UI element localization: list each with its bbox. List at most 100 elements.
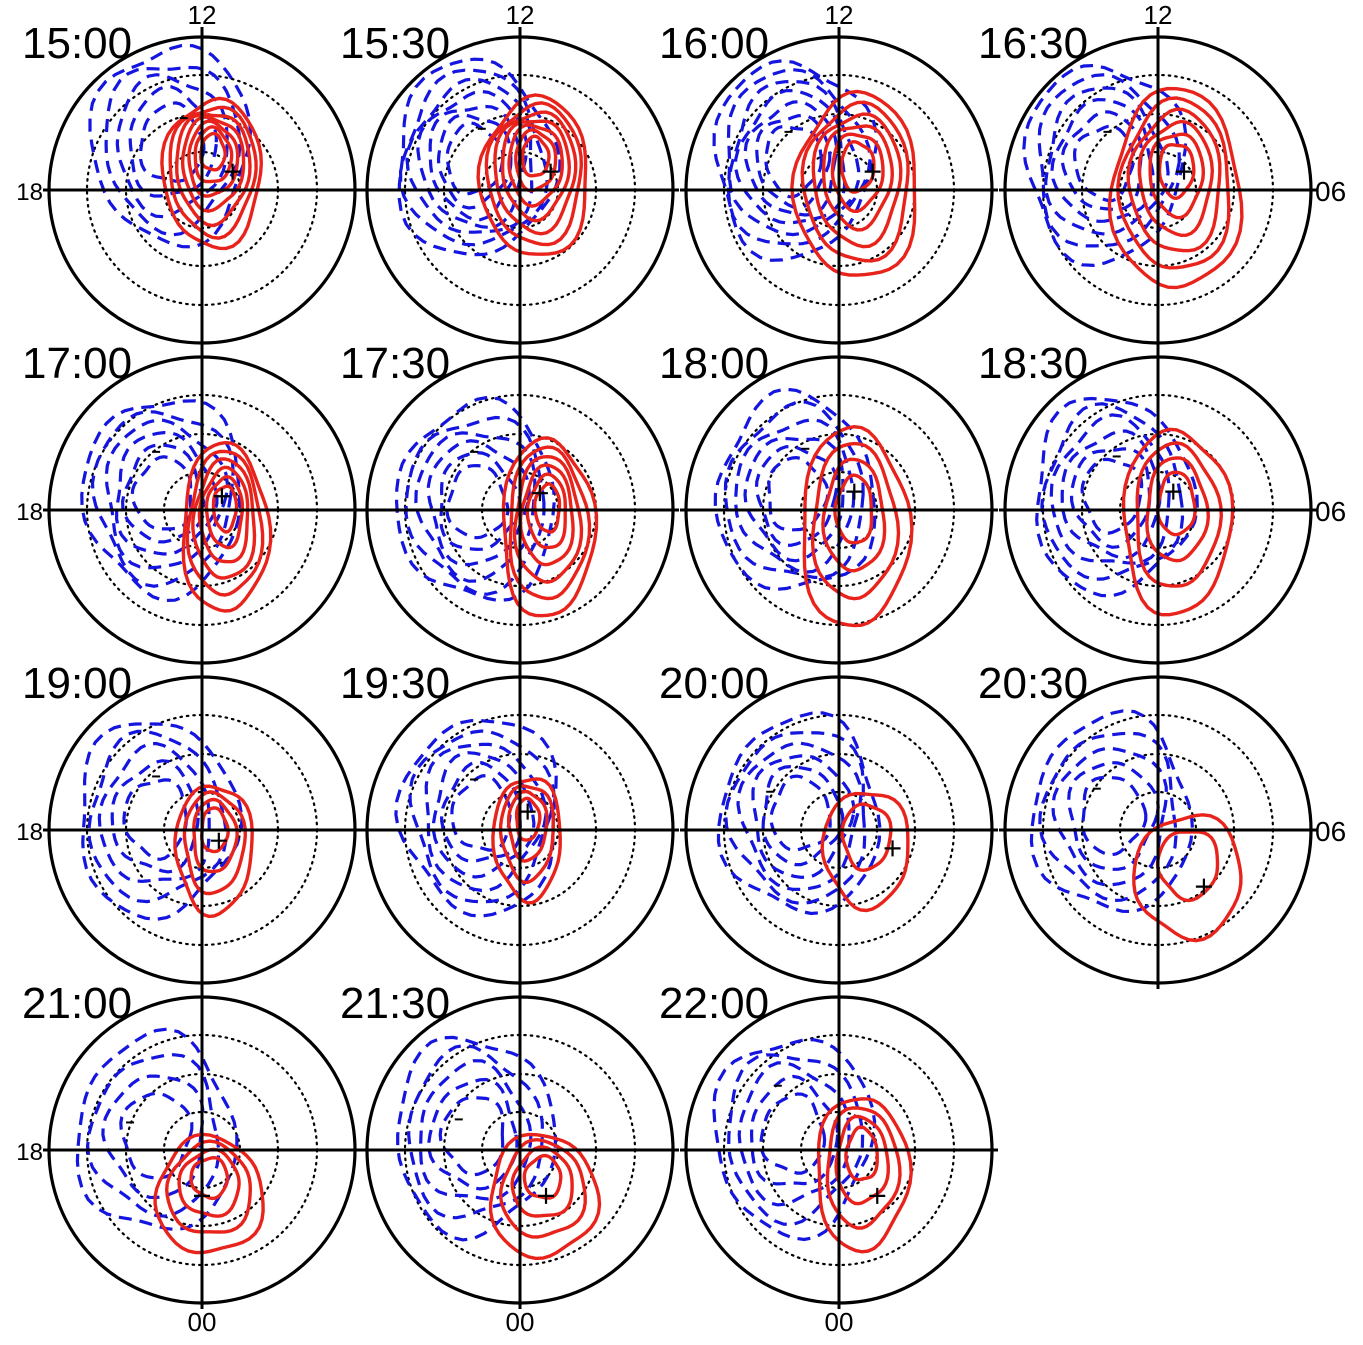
polar-panel-8: 18:30 06: [978, 339, 1346, 669]
positive-contour: [500, 119, 572, 223]
label-12: 12: [825, 0, 854, 30]
positive-contour: [1121, 427, 1235, 617]
positive-contour: [181, 440, 273, 613]
label-00: 00: [506, 1307, 535, 1337]
negative-contour: [1072, 124, 1136, 203]
panel-boundary: [684, 355, 994, 665]
negative-contour: [1080, 457, 1144, 535]
positive-contour: [834, 1114, 891, 1206]
panel-time-label: 21:00: [22, 979, 132, 1028]
negative-contour: [419, 1059, 533, 1201]
negative-contour: [1037, 73, 1181, 248]
polar-panel-12: 20:30 06: [978, 659, 1346, 989]
negative-contour: [104, 418, 230, 570]
negative-contour: [122, 778, 188, 861]
negative-contour: [712, 59, 878, 262]
negative-contour: [712, 1038, 877, 1242]
label-06: 06: [1315, 816, 1346, 847]
panel-boundary: [47, 675, 357, 985]
positive-contour: [525, 472, 568, 550]
polar-panel-5: 17:00 18: [16, 339, 361, 669]
polar-panel-4: 16:30 12 06: [978, 0, 1346, 349]
positive-contour: [192, 797, 239, 874]
positive-contour: [822, 124, 895, 232]
max-plus-marker: [224, 163, 241, 180]
negative-contour: [728, 79, 861, 237]
positive-contour: [532, 482, 562, 534]
label-18: 18: [16, 1139, 43, 1166]
label-18: 18: [16, 499, 43, 526]
positive-contour: [1132, 813, 1243, 943]
negative-contour: [759, 1092, 827, 1175]
panel-boundary: [365, 675, 675, 985]
negative-contour: [713, 387, 877, 592]
panel-time-label: 19:00: [22, 659, 132, 708]
negative-contour: [1050, 97, 1156, 223]
positive-contour: [506, 789, 549, 863]
negative-contour: [394, 395, 556, 603]
negative-contour: [1067, 761, 1160, 871]
max-plus-marker: [194, 1187, 210, 1204]
panel-time-label: 18:30: [978, 339, 1088, 388]
positive-contour: [1137, 119, 1215, 238]
positive-contour: [153, 1132, 265, 1255]
negative-contour: [431, 751, 536, 879]
max-plus-marker: [531, 485, 548, 502]
negative-contour: [1044, 86, 1170, 236]
positive-contour: [510, 1145, 574, 1218]
negative-contour: [716, 711, 882, 916]
negative-contour: [439, 760, 522, 863]
max-plus-marker: [538, 1187, 555, 1204]
polar-panel-14: 21:30 00: [340, 979, 679, 1337]
polar-panel-7: 18:00: [659, 339, 998, 669]
polar-panel-10: 19:30: [340, 659, 679, 989]
negative-contour: [88, 43, 253, 249]
negative-contour: [114, 430, 219, 556]
positive-contour: [173, 784, 254, 919]
panel-boundary: [47, 355, 357, 665]
negative-contour: [115, 73, 229, 219]
negative-contour: [424, 742, 548, 893]
positive-contour: [840, 802, 893, 873]
negative-contour: [130, 455, 193, 531]
panel-boundary: [1003, 355, 1313, 665]
negative-contour: [761, 764, 845, 867]
panel-time-label: 17:00: [22, 339, 132, 388]
panel-time-label: 20:30: [978, 659, 1088, 708]
positive-contour: [174, 113, 252, 228]
panel-boundary: [365, 355, 675, 665]
positive-contour: [211, 484, 239, 534]
negative-contour: [394, 718, 558, 918]
negative-contour: [1029, 709, 1195, 914]
positive-contour: [491, 777, 562, 905]
panel-time-label: 15:00: [22, 19, 132, 68]
positive-contour: [180, 115, 246, 213]
positive-contour: [1148, 132, 1206, 220]
negative-contour: [755, 113, 832, 210]
positive-contour: [810, 441, 901, 601]
positive-contour: [508, 445, 592, 601]
negative-contour: [404, 415, 546, 596]
positive-contour: [1155, 470, 1197, 537]
max-plus-marker: [210, 832, 227, 849]
max-plus-marker: [1195, 878, 1212, 895]
positive-contour: [197, 465, 250, 564]
negative-contour: [407, 1043, 545, 1220]
polar-panel-1: 15:00 12 18: [16, 0, 361, 349]
panel-time-label: 15:30: [340, 19, 450, 68]
panel-time-label: 19:30: [340, 659, 450, 708]
negative-contour: [439, 450, 522, 552]
panel-contours: [713, 387, 956, 628]
polar-panel-11: 20:00: [659, 659, 998, 989]
panel-boundary: [365, 35, 675, 345]
max-plus-marker: [884, 840, 901, 857]
max-plus-marker: [213, 488, 230, 505]
max-plus-marker: [542, 163, 559, 180]
positive-contour: [204, 474, 245, 550]
max-plus-marker: [869, 1187, 886, 1204]
negative-contour: [445, 463, 510, 540]
panel-boundary: [365, 995, 675, 1305]
negative-contour: [138, 101, 206, 183]
positive-contour: [520, 134, 551, 178]
